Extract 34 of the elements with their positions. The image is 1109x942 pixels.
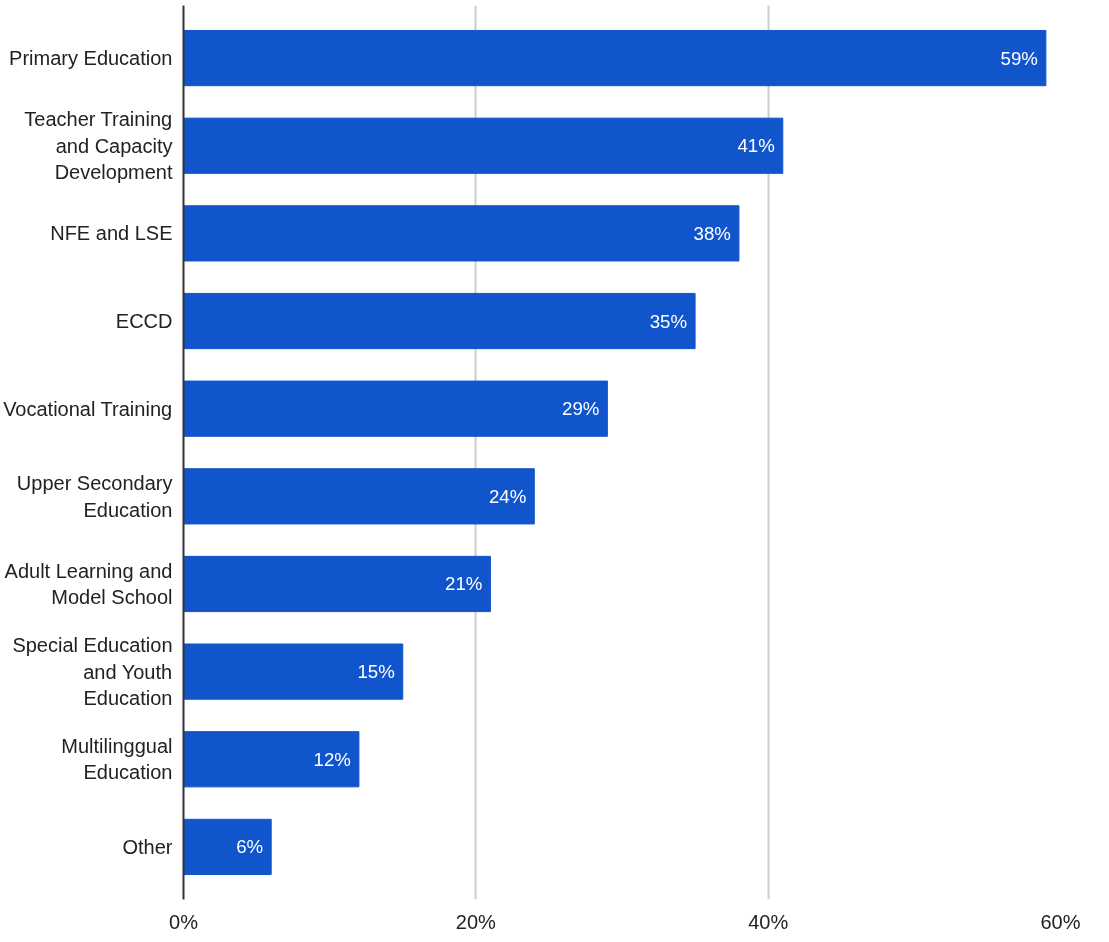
y-tick-label: Special Education and Youth Education <box>12 634 173 710</box>
bar <box>183 29 1047 87</box>
data-label: 6% <box>236 836 264 858</box>
data-label: 15% <box>357 661 395 683</box>
bar <box>183 292 696 350</box>
data-label: 59% <box>1000 47 1038 69</box>
x-tick-label: 20% <box>455 910 497 933</box>
data-label: 24% <box>488 485 527 507</box>
data-label: 41% <box>737 135 775 157</box>
bar <box>183 468 535 525</box>
bar <box>183 380 608 437</box>
data-label: 21% <box>445 573 483 595</box>
x-tick-label: 40% <box>748 910 789 933</box>
y-tick-label: Upper Secondary Education <box>16 472 173 521</box>
bar <box>183 643 404 700</box>
bar <box>183 731 360 788</box>
y-tick-label: NFE and LSE <box>50 222 173 245</box>
bar <box>183 205 740 262</box>
bar <box>183 555 491 613</box>
data-label: 35% <box>649 310 688 332</box>
y-tick-label: Vocational Training <box>3 397 173 420</box>
x-tick-label: 0% <box>169 910 199 933</box>
y-tick-label: Adult Learning and Model School <box>4 559 173 609</box>
y-tick-label: Multilinggual Education <box>61 735 173 784</box>
bar <box>183 117 784 174</box>
y-tick-label: Teacher Training and Capacity Development <box>24 108 173 184</box>
y-tick-label: Primary Education <box>9 47 173 70</box>
y-tick-label: ECCD <box>115 310 173 333</box>
data-label: 12% <box>313 748 351 770</box>
data-label: 38% <box>693 222 731 244</box>
y-tick-label: Other <box>122 835 173 858</box>
bar <box>183 818 272 876</box>
x-tick-label: 60% <box>1040 910 1081 933</box>
data-label: 29% <box>562 398 600 420</box>
